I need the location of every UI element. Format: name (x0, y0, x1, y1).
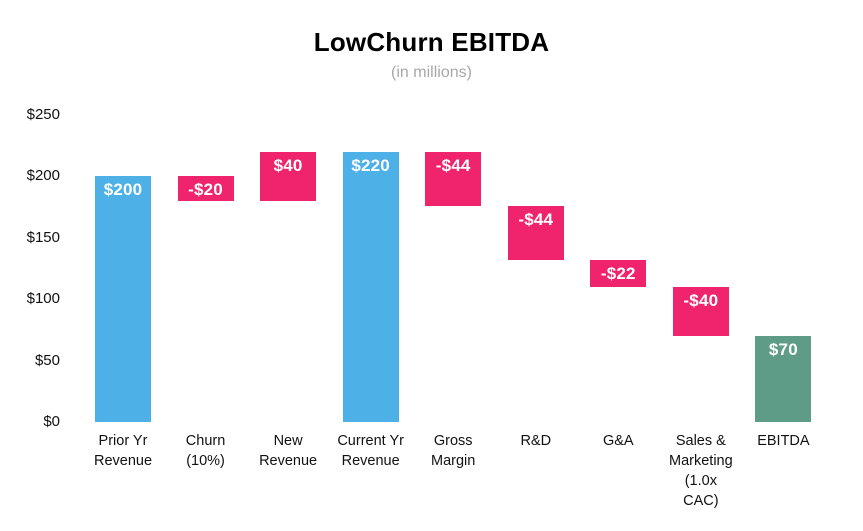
bar-value-label: $220 (351, 155, 390, 175)
bar-value-label: $70 (768, 340, 798, 360)
bar-sales-marketing-1-0x-cac (672, 286, 729, 337)
x-axis-label-current-yr-revenue: Current Yr Revenue (337, 433, 404, 469)
bar-churn-10 (177, 176, 234, 201)
x-axis-label-ebitda: EBITDA (757, 433, 810, 449)
x-axis-label-r-d: R&D (520, 433, 552, 449)
bar-g-a (590, 259, 647, 287)
bar-value-label: -$20 (188, 180, 223, 200)
y-tick-label: $200 (26, 167, 60, 185)
bar-value-label: -$40 (683, 290, 719, 310)
x-axis-label-g-a: G&A (602, 433, 634, 449)
bar-current-yr-revenue (342, 151, 399, 422)
bar-prior-yr-revenue (95, 176, 151, 422)
x-axis-label-prior-yr-revenue: Prior Yr Revenue (93, 433, 153, 469)
y-tick-label: $150 (26, 228, 60, 246)
bar-value-label: $200 (103, 180, 143, 200)
bar-value-label: -$44 (435, 155, 471, 175)
bar-value-label: -$44 (518, 209, 554, 229)
bar-ebitda (755, 336, 812, 422)
bar-value-label: $40 (273, 155, 303, 175)
x-axis-label-gross-margin: Gross Margin (431, 433, 476, 469)
y-tick-label: $100 (26, 290, 60, 308)
y-tick-label: $250 (26, 106, 60, 123)
bar-new-revenue (260, 151, 317, 201)
x-axis-label-new-revenue: New Revenue (259, 433, 318, 469)
x-axis-label-churn-10: Churn (10%) (185, 433, 226, 469)
y-tick-label: $0 (43, 413, 60, 430)
chart-title: LowChurn EBITDA (313, 27, 550, 57)
y-tick-label: $50 (34, 351, 60, 369)
bar-value-label: -$22 (600, 263, 636, 283)
bar-gross-margin (425, 151, 482, 206)
bar-r-d (507, 205, 564, 260)
chart-subtitle: (in millions) (391, 64, 472, 81)
x-axis-label-sales-marketing-1-0x-cac: Sales & Marketing (1.0x CAC) (669, 433, 733, 509)
